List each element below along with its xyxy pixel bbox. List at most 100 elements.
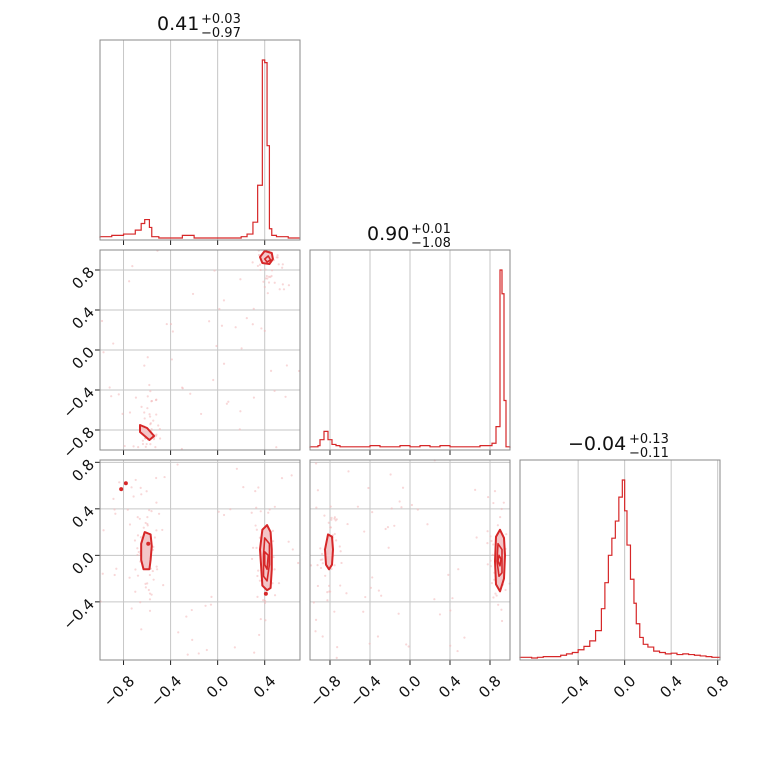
sample-point: [493, 578, 496, 581]
sample-point: [266, 292, 269, 295]
histogram-step-0: [99, 59, 300, 239]
sample-point: [499, 516, 502, 519]
sample-point: [266, 277, 269, 280]
sample-point: [155, 501, 158, 504]
sample-point: [110, 395, 113, 398]
panel-2-1: −0.8 −0.4 0.0 0.4 0.8: [306, 459, 511, 711]
histogram-step-1: [309, 269, 511, 448]
sample-point: [245, 317, 248, 320]
sample-point: [260, 327, 263, 330]
x-tick-label-2: 0.0: [395, 672, 425, 702]
sample-point: [171, 330, 174, 333]
sample-point: [150, 400, 153, 403]
x-tick-label-1: −0.4: [147, 672, 185, 710]
sample-point: [238, 428, 241, 431]
sample-point: [284, 395, 287, 398]
sample-point: [149, 422, 152, 425]
x-tick-label-0: −0.4: [554, 672, 592, 710]
sample-point: [397, 612, 400, 615]
sample-point: [278, 288, 281, 291]
sample-point: [222, 362, 226, 365]
sample-point: [189, 392, 192, 395]
sample-point: [281, 283, 284, 286]
sample-point: [148, 415, 152, 418]
sample-point: [258, 579, 261, 582]
sample-point: [500, 608, 503, 611]
sample-point: [287, 284, 291, 287]
sample-point: [393, 524, 396, 527]
sample-point: [148, 592, 152, 595]
sample-point: [170, 358, 173, 361]
y-tick-label-4: 0.8: [68, 263, 98, 293]
sample-point: [242, 486, 245, 489]
sample-point: [487, 495, 490, 499]
sample-point: [186, 653, 189, 656]
sample-point: [333, 564, 336, 567]
sample-point: [438, 613, 442, 616]
sample-point: [486, 530, 489, 533]
sample-point: [416, 508, 419, 511]
sample-point: [497, 603, 500, 606]
sample-point: [239, 410, 242, 413]
sample-point: [146, 582, 149, 585]
sample-point: [229, 508, 232, 511]
sample-point: [151, 569, 154, 573]
highlight-point-1: [123, 481, 128, 486]
y-tick-label-1: −0.4: [60, 383, 98, 421]
title-minus-2: −0.11: [629, 446, 669, 461]
sample-point: [333, 610, 336, 613]
sample-point: [141, 442, 145, 446]
sample-point: [123, 444, 126, 448]
sample-point: [339, 550, 342, 553]
sample-point: [144, 521, 147, 525]
sample-point: [181, 387, 184, 390]
axis-frame-1-1: [309, 249, 511, 451]
sample-point: [100, 319, 104, 323]
sample-point: [407, 645, 410, 648]
sample-point: [102, 529, 105, 532]
sample-point: [155, 529, 158, 532]
sample-point: [270, 269, 274, 272]
sample-point: [131, 265, 134, 268]
sample-point: [275, 446, 278, 449]
title-value-2: −0.04: [568, 433, 626, 455]
sample-point: [128, 280, 131, 283]
sample-point: [128, 576, 131, 579]
sample-point: [272, 555, 275, 559]
sample-point: [150, 510, 153, 513]
sample-point: [495, 594, 498, 597]
sample-point: [153, 536, 156, 539]
sample-point: [500, 507, 503, 511]
sample-point: [225, 402, 228, 405]
sample-point: [475, 536, 478, 539]
sample-point: [333, 532, 336, 536]
sample-point: [218, 307, 221, 311]
sample-point: [277, 263, 280, 266]
sample-point: [142, 526, 145, 529]
sample-point: [267, 511, 270, 514]
contour-inner-1: [263, 551, 270, 571]
sample-point: [389, 473, 392, 476]
sample-point: [256, 264, 260, 268]
sample-point: [500, 619, 504, 623]
sample-point: [117, 393, 120, 396]
sample-point: [150, 593, 153, 596]
panel-1-0: −0.8−0.4 0.0 0.4 0.8: [60, 249, 301, 462]
sample-point: [239, 278, 242, 281]
sample-point: [136, 574, 140, 577]
sample-point: [490, 539, 493, 543]
sample-point: [154, 446, 157, 449]
sample-point: [251, 261, 254, 264]
sample-point: [262, 280, 265, 283]
sample-point: [271, 582, 274, 585]
contour-region-1: [139, 424, 156, 441]
sample-point: [263, 601, 267, 605]
sample-point: [335, 518, 338, 521]
sample-point: [169, 322, 173, 326]
x-tick-label-4: 0.8: [475, 672, 505, 702]
highlight-point-0: [119, 487, 124, 492]
sample-point: [165, 322, 168, 326]
sample-point: [287, 540, 290, 543]
sample-point: [144, 586, 147, 589]
sample-point: [139, 486, 142, 489]
